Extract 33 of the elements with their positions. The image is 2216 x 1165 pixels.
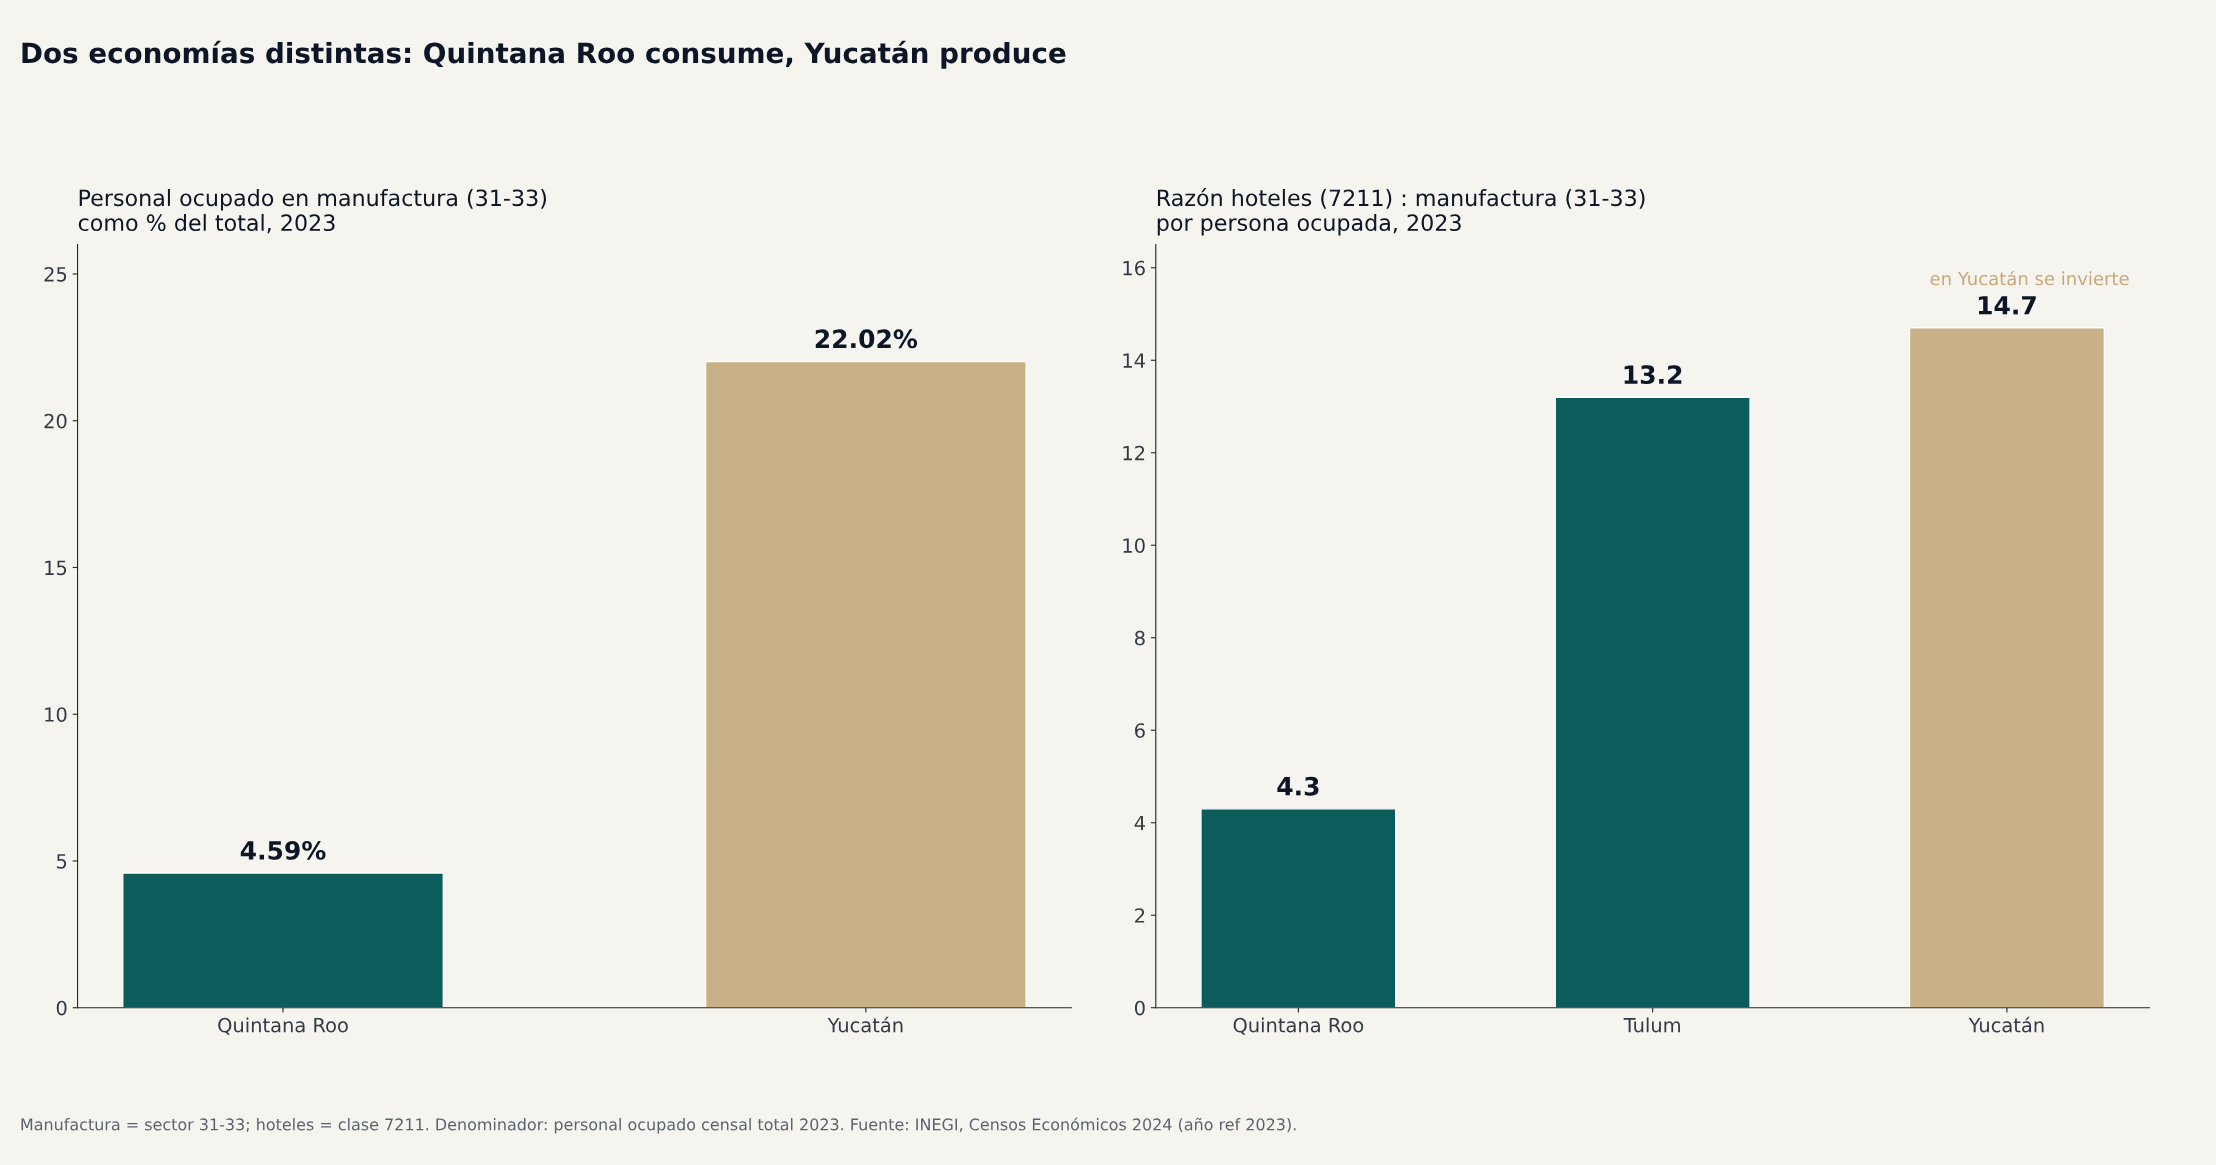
x-tick-label: Quintana Roo [1233, 1017, 1364, 1035]
y-tick-label: 14 [1123, 353, 1145, 368]
data-label: 22.02% [815, 329, 918, 349]
bar [1908, 327, 2106, 1008]
y-tick-label: 6 [1135, 723, 1145, 738]
y-tick-label: 8 [1135, 630, 1145, 646]
data-label: 4.3 [1277, 776, 1319, 796]
y-tick-label: 16 [1123, 260, 1145, 276]
y-tick-label: 10 [45, 707, 67, 722]
chart-subtitle: Personal ocupado en manufactura (31-33) como % del total, 2023 [78, 188, 546, 234]
annotation: en Yucatán se invierte [1930, 270, 2129, 286]
x-tick-label: Quintana Roo [218, 1017, 348, 1035]
text: Manufactura = sector 31-33; hoteles = clase 7211. Denominador: personal ocupado censal total 2023. Fuente: INEGI, Censos Económicos 2024 (año ref 2023). [21, 1117, 1296, 1134]
y-tick-label: 5 [56, 854, 67, 869]
data-label: 14.7 [1978, 296, 2036, 315]
bar [1554, 396, 1751, 1008]
y-tick-label: 25 [44, 266, 67, 282]
y-tick-label: 10 [1123, 538, 1145, 553]
y-tick-label: 0 [1134, 1000, 1145, 1016]
y-tick-label: 15 [45, 560, 67, 576]
chart-subtitle: Razón hoteles (7211) : manufactura (31-33) por persona ocupada, 2023 [1157, 188, 1645, 236]
x-tick-label: Yucatán [827, 1016, 903, 1033]
y-tick-label: 0 [56, 1000, 67, 1016]
y-tick-label: 4 [1134, 815, 1145, 831]
x-tick-label: Yucatán [1968, 1016, 2044, 1033]
data-label: 13.2 [1624, 365, 1682, 385]
x-tick-label: Tulum [1623, 1017, 1680, 1033]
data-label: 4.59% [240, 840, 326, 860]
chart-title: Dos economías distintas: Quintana Roo consume, Yucatán produce [22, 40, 1066, 69]
y-tick-label: 20 [44, 413, 67, 429]
y-tick-label: 12 [1123, 445, 1145, 461]
bar [1200, 808, 1397, 1008]
y-tick-label: 2 [1135, 908, 1145, 923]
